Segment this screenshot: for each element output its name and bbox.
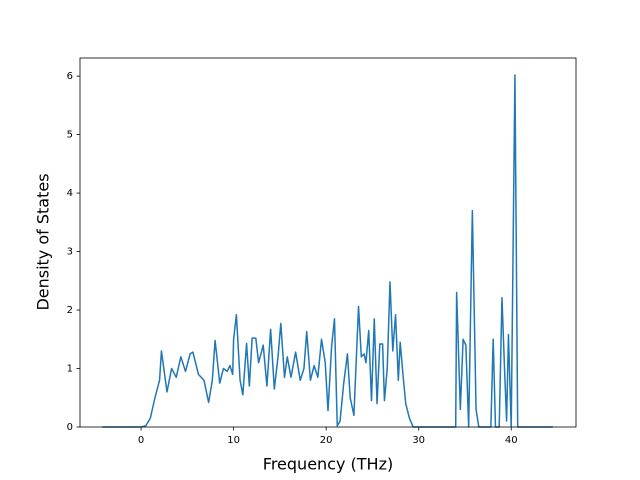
x-tick-label: 20 [320,435,333,446]
y-axis-label: Density of States [34,173,53,310]
y-tick-label: 4 [67,188,73,199]
plot-frame [79,57,577,428]
y-tick-label: 6 [67,71,73,82]
x-axis-label: Frequency (THz) [263,455,393,474]
y-tick-label: 3 [67,247,73,258]
y-tick-label: 1 [67,364,73,375]
y-tick-label: 0 [67,422,73,433]
x-tick-label: 30 [412,435,425,446]
line [102,74,553,428]
x-tick-label: 40 [505,435,518,446]
x-tick-label: 0 [138,435,144,446]
y-tick-label: 2 [67,305,73,316]
y-tick-label: 5 [67,130,73,141]
x-tick-label: 10 [227,435,240,446]
